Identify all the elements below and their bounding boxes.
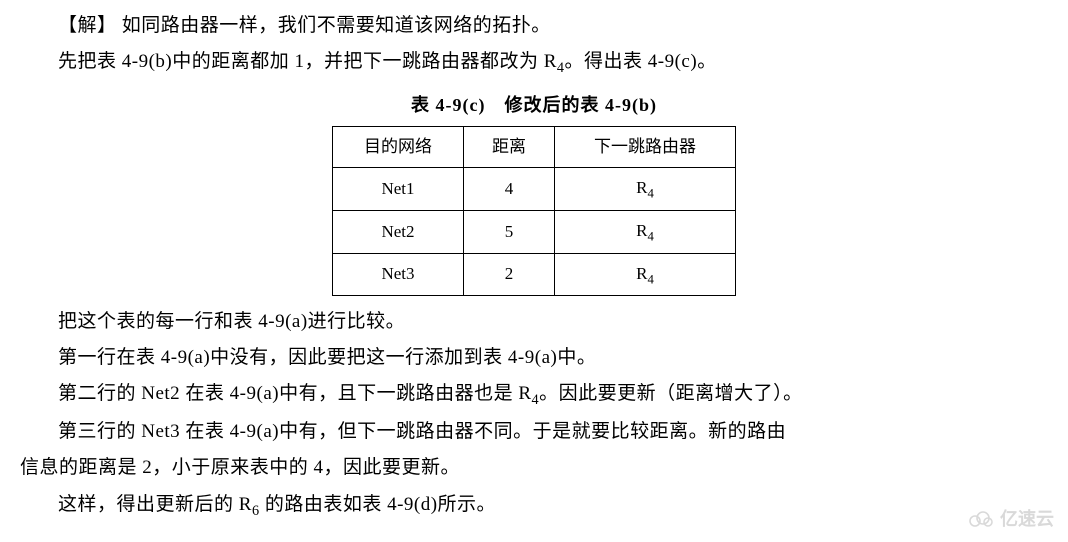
- cell-nexthop: R4: [555, 168, 736, 211]
- subscript: 4: [557, 60, 565, 76]
- paragraph-6b: 信息的距离是 2，小于原来表中的 4，因此要更新。: [20, 450, 1048, 486]
- cell-nexthop: R4: [555, 211, 736, 254]
- table-row: Net1 4 R4: [333, 168, 736, 211]
- table-header-row: 目的网络 距离 下一跳路由器: [333, 127, 736, 168]
- table-row: Net2 5 R4: [333, 211, 736, 254]
- paragraph-6a: 第三行的 Net3 在表 4-9(a)中有，但下一跳路由器不同。于是就要比较距离…: [20, 414, 1048, 450]
- paragraph-5: 第二行的 Net2 在表 4-9(a)中有，且下一跳路由器也是 R4。因此要更新…: [20, 376, 1048, 414]
- col-header: 距离: [464, 127, 555, 168]
- cell-distance: 4: [464, 168, 555, 211]
- col-header: 目的网络: [333, 127, 464, 168]
- cloud-icon: [966, 509, 996, 529]
- cell-distance: 5: [464, 211, 555, 254]
- cell-network: Net1: [333, 168, 464, 211]
- cell-distance: 2: [464, 253, 555, 296]
- watermark-text: 亿速云: [1000, 502, 1054, 536]
- table-row: Net3 2 R4: [333, 253, 736, 296]
- text: 如同路由器一样，我们不需要知道该网络的拓扑。: [122, 15, 551, 36]
- label-solution: 【解】: [58, 15, 117, 36]
- table-caption: 表 4-9(c) 修改后的表 4-9(b): [20, 88, 1048, 122]
- subscript: 6: [252, 502, 260, 518]
- cell-network: Net3: [333, 253, 464, 296]
- paragraph-7: 这样，得出更新后的 R6 的路由表如表 4-9(d)所示。: [20, 487, 1048, 525]
- cell-network: Net2: [333, 211, 464, 254]
- col-header: 下一跳路由器: [555, 127, 736, 168]
- cell-nexthop: R4: [555, 253, 736, 296]
- text: 第二行的 Net2 在表 4-9(a)中有，且下一跳路由器也是 R: [58, 383, 532, 404]
- text: 。因此要更新（距离增大了）。: [539, 383, 803, 404]
- watermark: 亿速云: [966, 502, 1054, 536]
- paragraph-4: 第一行在表 4-9(a)中没有，因此要把这一行添加到表 4-9(a)中。: [20, 340, 1048, 376]
- subscript: 4: [532, 392, 540, 408]
- table-block: 表 4-9(c) 修改后的表 4-9(b) 目的网络 距离 下一跳路由器 Net…: [20, 88, 1048, 296]
- text: 。得出表 4-9(c)。: [565, 51, 717, 72]
- paragraph-3: 把这个表的每一行和表 4-9(a)进行比较。: [20, 304, 1048, 340]
- paragraph-2: 先把表 4-9(b)中的距离都加 1，并把下一跳路由器都改为 R4。得出表 4-…: [20, 44, 1048, 82]
- text: 这样，得出更新后的 R: [58, 494, 252, 515]
- text: 的路由表如表 4-9(d)所示。: [260, 494, 496, 515]
- paragraph-1: 【解】 如同路由器一样，我们不需要知道该网络的拓扑。: [20, 8, 1048, 44]
- text: 先把表 4-9(b)中的距离都加 1，并把下一跳路由器都改为 R: [58, 51, 557, 72]
- routing-table: 目的网络 距离 下一跳路由器 Net1 4 R4 Net2 5 R4 Net3 …: [332, 126, 736, 296]
